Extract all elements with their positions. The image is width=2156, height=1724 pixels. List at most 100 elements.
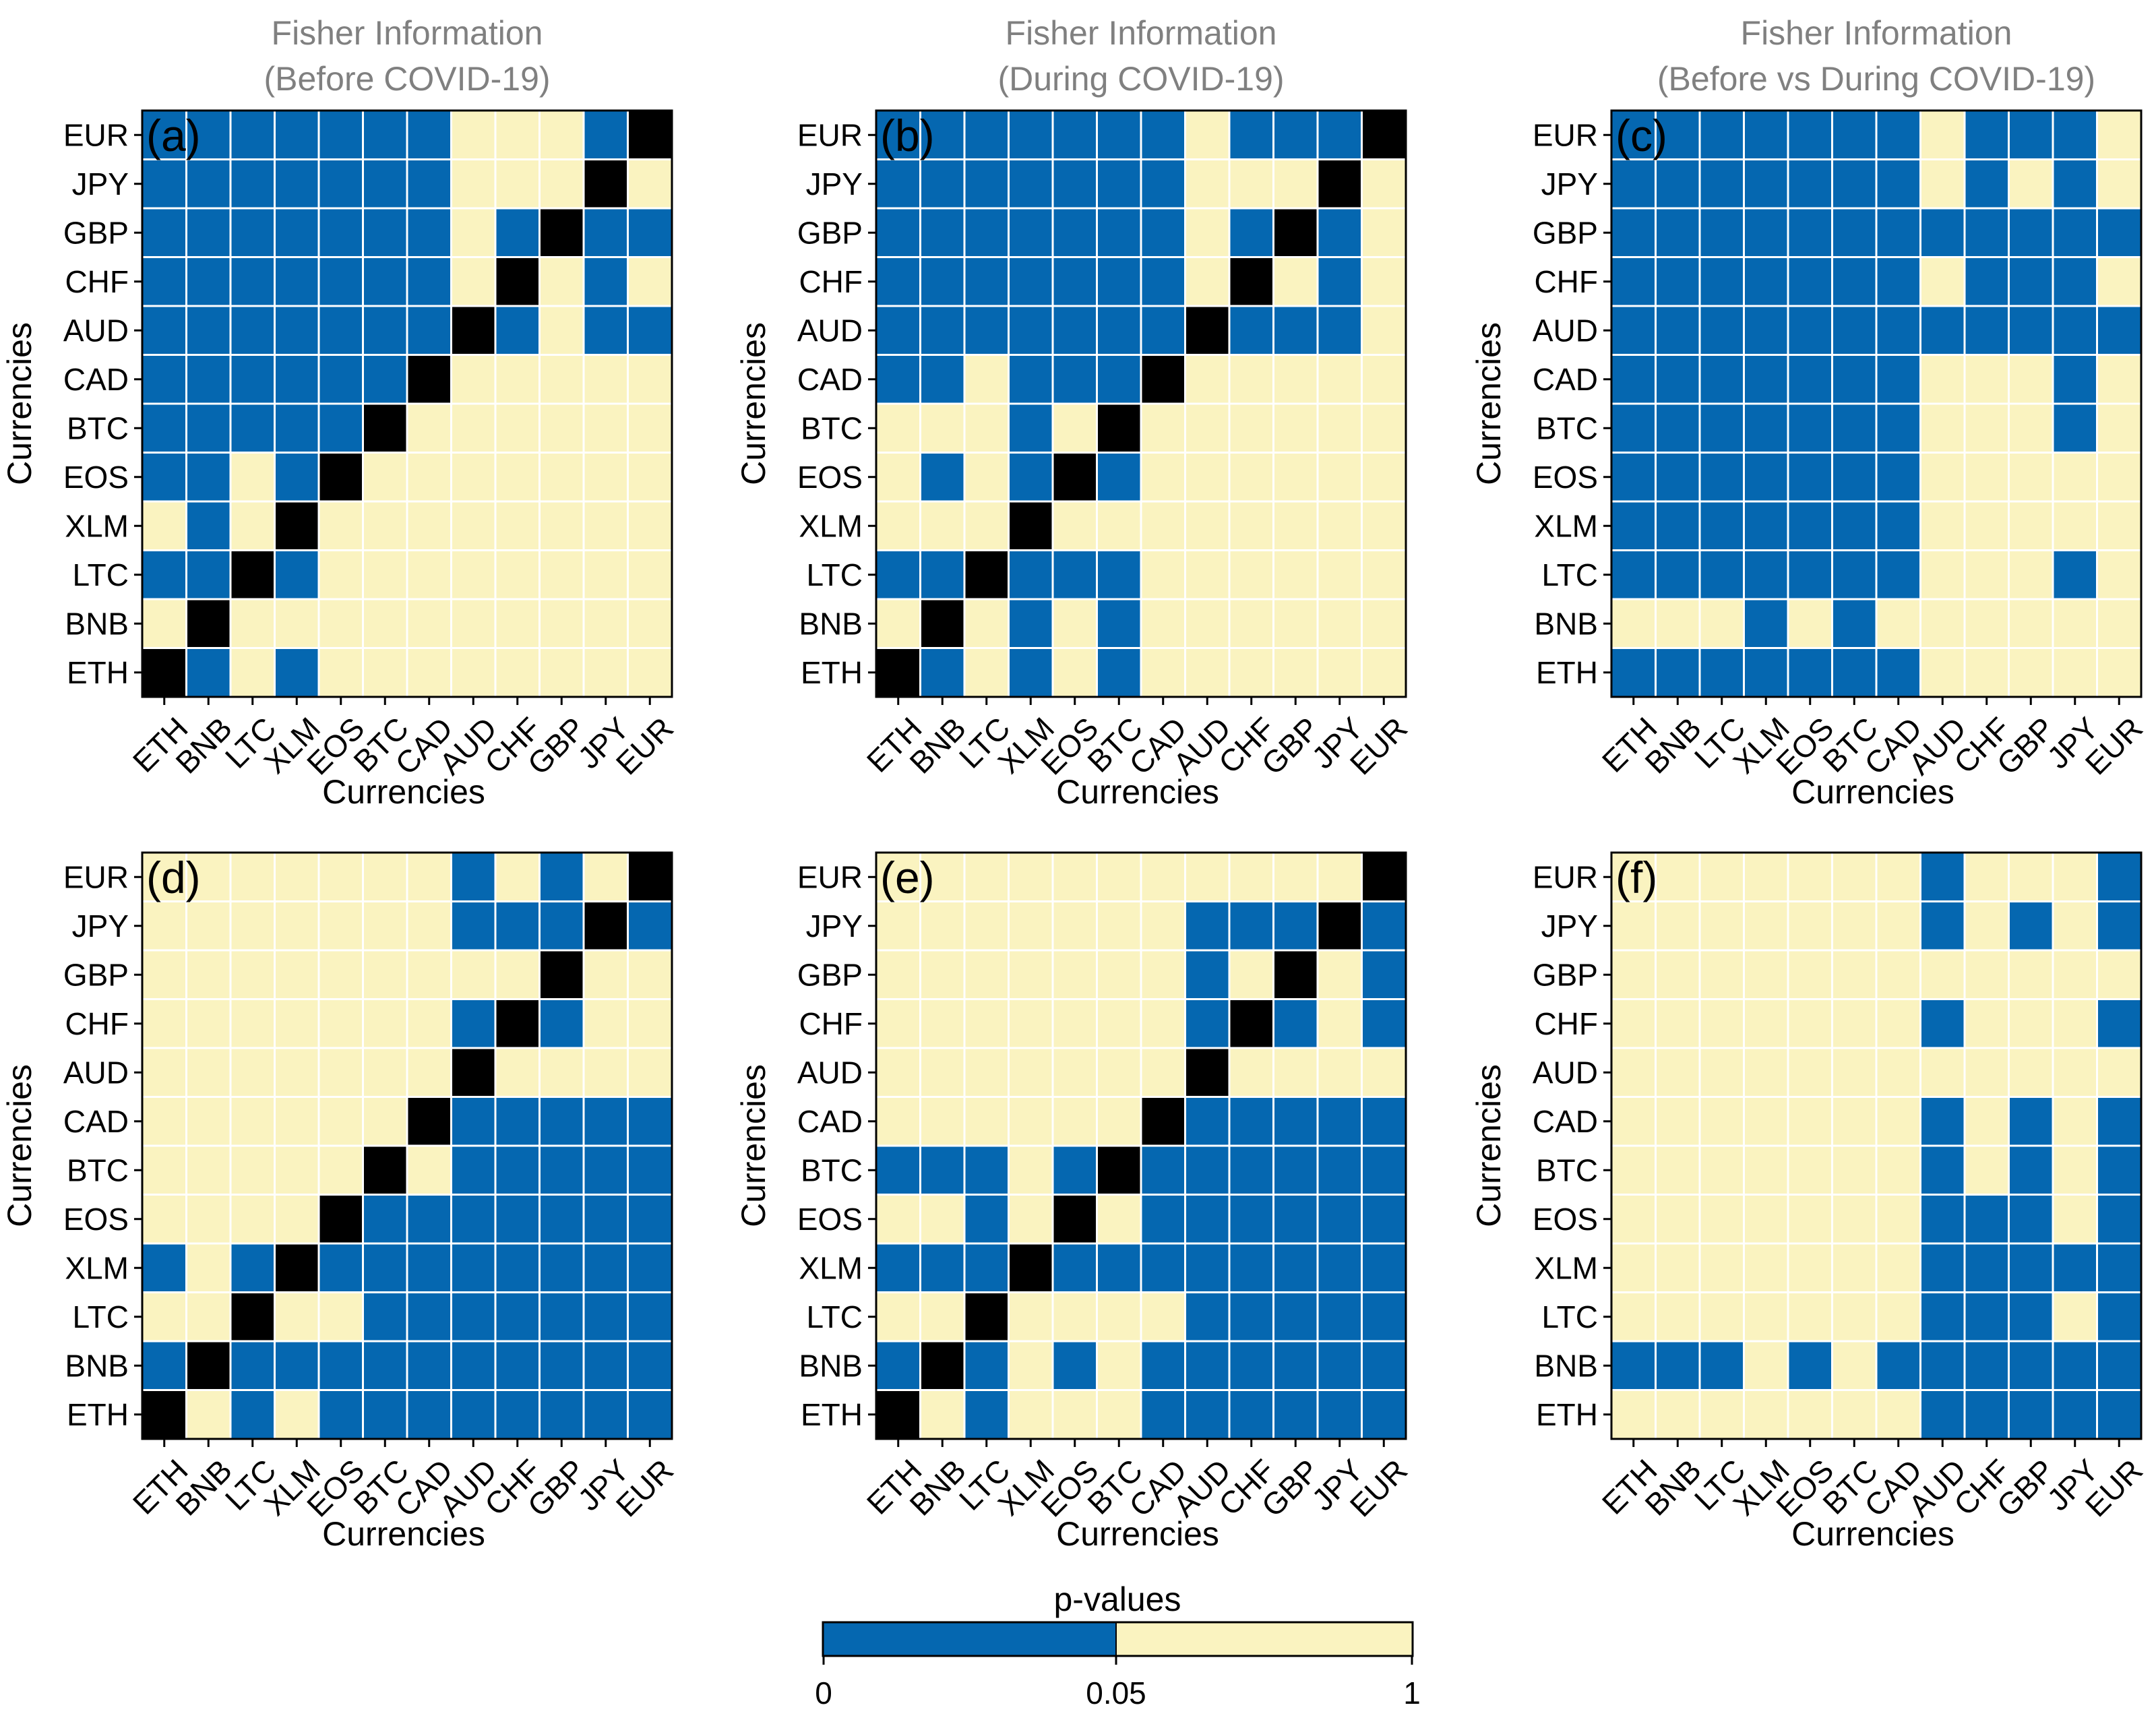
heatmap-cell [1743,1291,1789,1343]
heatmap-cell [1655,452,1701,503]
heatmap-cell [1919,851,1966,902]
plot-frame [141,851,673,1440]
heatmap-cell [185,1242,232,1293]
heatmap-cell [2008,402,2054,454]
heatmap-cell [450,1291,497,1343]
heatmap-cell [1963,452,2010,503]
heatmap-cell [1140,949,1186,1000]
heatmap-cell [627,598,673,649]
heatmap-cell [2008,1144,2054,1196]
heatmap-cell [1008,1047,1054,1098]
y-tick-label: XLM [799,1250,863,1285]
heatmap-cell [362,647,408,698]
heatmap-cell [1875,1144,1921,1196]
heatmap-cell [627,851,673,902]
heatmap-cell [1655,647,1701,698]
heatmap-cell [1096,256,1142,307]
heatmap-cell [919,1291,966,1343]
heatmap-cell [1051,647,1098,698]
heatmap-cell [1184,1242,1231,1293]
heatmap-cell [1875,207,1921,258]
heatmap-cell [582,1389,629,1440]
panel-title-line-2: (During COVID-19) [997,60,1284,98]
heatmap-cell [582,1144,629,1196]
heatmap-cell [1361,1096,1407,1147]
heatmap-cell [450,402,497,454]
heatmap-cell [627,549,673,601]
heatmap-cell [582,452,629,503]
heatmap-cell [1875,1340,1921,1391]
heatmap-cell [1361,647,1407,698]
heatmap-cell [229,354,276,405]
heatmap-cell [362,452,408,503]
heatmap-cell [185,500,232,551]
heatmap-cell [627,402,673,454]
heatmap-cell [1140,1047,1186,1098]
heatmap-cell [1831,402,1878,454]
heatmap-cell [1787,1291,1833,1343]
y-tick-label: ETH [1536,655,1598,690]
heatmap-cell [582,598,629,649]
heatmap-cell [1316,1242,1363,1293]
heatmap-cell [582,1096,629,1147]
heatmap-cell [362,1291,408,1343]
heatmap-cell [229,305,276,356]
heatmap-cell [1919,949,1966,1000]
heatmap-cell [1610,949,1657,1000]
heatmap-cell [2096,549,2143,601]
heatmap-cell [1096,207,1142,258]
heatmap-cell [1096,998,1142,1049]
heatmap-cell [362,900,408,952]
heatmap-cell [362,158,408,210]
heatmap-cell [1963,1047,2010,1098]
heatmap-cell [274,1291,320,1343]
y-tick-label: XLM [65,1250,129,1285]
y-tick-label: ETH [67,655,129,690]
heatmap-cell [2096,207,2143,258]
heatmap-cell [1875,851,1921,902]
heatmap-cell [1316,256,1363,307]
y-tick-label: EOS [1533,1202,1598,1237]
heatmap-cell [362,500,408,551]
panel-d: (d)EURJPYGBPCHFAUDCADBTCEOSXLMLTCBNBETHE… [1,851,680,1553]
heatmap-cell [1787,1389,1833,1440]
heatmap-cell [274,1242,320,1293]
heatmap-cell [1787,452,1833,503]
heatmap-cell [1051,158,1098,210]
heatmap-cell [1316,354,1363,405]
heatmap-cell [963,549,1010,601]
heatmap-cell [1096,1242,1142,1293]
heatmap-cell [1361,109,1407,160]
heatmap-cells [875,851,1407,1440]
legend-bar-nonsignificant [1115,1622,1413,1657]
heatmap-cell [1963,998,2010,1049]
heatmap-cell [1698,402,1745,454]
heatmap-cell [1919,647,1966,698]
heatmap-cell [274,1144,320,1196]
heatmap-cell [2052,452,2098,503]
heatmap-cell [1831,1340,1878,1391]
heatmap-cell [229,1389,276,1440]
heatmap-cell [362,598,408,649]
heatmap-cell [1698,1242,1745,1293]
heatmap-cell [1184,549,1231,601]
heatmap-cell [1787,207,1833,258]
heatmap-cell [1096,1389,1142,1440]
heatmap-cell [1228,1194,1274,1245]
heatmap-cell [1051,402,1098,454]
heatmap-cell [1228,598,1274,649]
panel-label: (c) [1615,111,1667,160]
heatmap-cell [1698,1389,1745,1440]
heatmap-cell [1228,207,1274,258]
heatmap-cell [141,900,187,952]
heatmap-cell [1361,1242,1407,1293]
heatmap-cell [1051,1242,1098,1293]
heatmap-cell [627,500,673,551]
heatmap-cell [963,158,1010,210]
heatmap-cell [1963,402,2010,454]
panel-label: (a) [146,111,201,160]
heatmap-cell [1743,1389,1789,1440]
heatmap-cell [1875,109,1921,160]
heatmap-cell [2096,256,2143,307]
heatmap-cell [1875,900,1921,952]
